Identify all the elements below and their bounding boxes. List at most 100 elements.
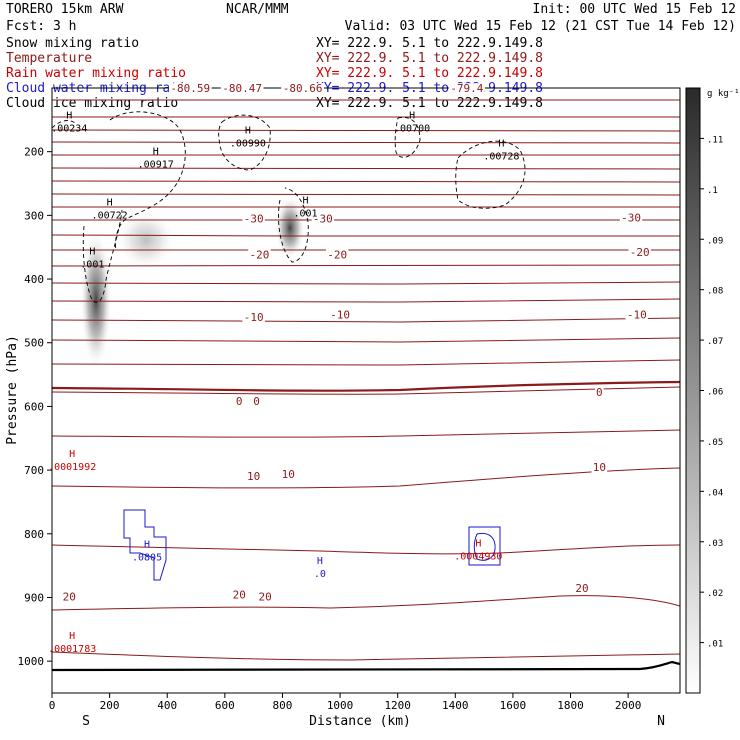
maximum-value: .0001783: [48, 644, 96, 655]
x-tick-label: 800: [273, 699, 293, 712]
y-tick-label: 900: [24, 591, 44, 604]
x-tick-label: 2000: [615, 699, 642, 712]
temperature-label: 0: [253, 395, 260, 408]
maximum-value: .00722: [92, 211, 128, 222]
temperature-labels: -80.59 -80.47 -80.66 -79.4 -30 -30 -30 -20 -20 -2…: [61, 82, 651, 603]
temperature-label: -30: [244, 213, 264, 226]
x-tick-label: 400: [157, 699, 177, 712]
cloud-water-contour: [473, 532, 496, 561]
label-mask: [231, 589, 248, 601]
y-tick-label: 300: [24, 209, 44, 222]
label-mask: [242, 311, 265, 323]
colorbar-ticks: .01 .02 .03 .04 .05 .06 .07 .08 .09 .1 .11: [700, 135, 723, 650]
x-axis: 0 200 400 600 800 1000 1200 1400 1600 1800 2000: [49, 693, 642, 712]
valid-time: Valid: 03 UTC Wed 15 Feb 12 (21 CST Tue …: [345, 19, 736, 34]
cloud-water-contour: [123, 509, 167, 581]
temperature-label: 0: [596, 386, 603, 399]
temperature-label: -10: [244, 311, 264, 324]
maximum-value: .00990: [230, 139, 266, 150]
label-mask: [591, 462, 608, 474]
label-mask: [252, 395, 261, 407]
colorbar-tick-label: .02: [707, 589, 723, 599]
label-mask: [628, 246, 651, 258]
y-tick-label: 800: [24, 528, 44, 541]
legend-cloud-ice-xy: XY= 222.9. 5.1 to 222.9.149.8: [316, 96, 543, 111]
isotherm: [52, 141, 680, 144]
isotherm: [52, 429, 680, 438]
temperature-label: 20: [233, 588, 246, 601]
isotherm: [52, 281, 680, 285]
cloud-ice-contour: [278, 187, 309, 263]
legend-temperature: Temperature: [6, 51, 92, 66]
isotherm: [52, 167, 680, 170]
plot-frame: [51, 87, 681, 694]
label-mask: [311, 213, 334, 225]
maximum-value: .001: [293, 209, 317, 220]
y-axis-label: Pressure (hPa): [5, 335, 20, 445]
snow-shading: [80, 230, 112, 370]
colorbar-tick-label: .07: [707, 337, 723, 347]
x-tick-label: 1400: [442, 699, 469, 712]
x-tick-label: 200: [100, 699, 120, 712]
temperature-label: -30: [621, 211, 641, 224]
label-mask: [280, 469, 297, 481]
x-tick-label: 1200: [384, 699, 411, 712]
y-tick-label: 400: [24, 273, 44, 286]
maximum-marker: H: [475, 538, 481, 549]
maximum-marker: H: [317, 556, 323, 567]
isotherm: [52, 234, 680, 237]
x-tick-label: 1000: [327, 699, 354, 712]
colorbar-tick-label: .09: [707, 236, 723, 246]
temperature-label: -79.4: [450, 82, 483, 95]
temperature-label: 10: [247, 470, 260, 483]
label-mask: [619, 212, 643, 224]
isotherm: [52, 359, 680, 366]
label-mask: [281, 83, 325, 95]
maximum-value: .00917: [138, 160, 174, 171]
y-axis: 200 300 400 500 600 700 800 900 1000: [18, 146, 52, 668]
maximum-marker: H: [245, 126, 251, 137]
isotherm: [52, 180, 680, 183]
maximum-value: .0001992: [48, 462, 96, 473]
maximum-value: .00728: [483, 151, 519, 162]
x-tick-label: 1800: [557, 699, 584, 712]
temperature-label: -10: [627, 308, 647, 321]
model-title: TORERO 15km ARW: [6, 2, 124, 17]
cloud-water-contour: [468, 526, 501, 566]
temperature-label: -10: [330, 308, 350, 321]
label-mask: [594, 386, 604, 398]
label-mask: [257, 591, 273, 603]
temperature-label: -20: [327, 248, 347, 261]
cloud-ice-contour: [218, 114, 271, 171]
maximum-marker: H: [107, 198, 113, 209]
maximum-marker: H: [302, 196, 308, 207]
legend-snow-xy: XY= 222.9. 5.1 to 222.9.149.8: [316, 36, 543, 51]
x-tick-label: 0: [49, 699, 56, 712]
temperature-label: -80.47: [222, 82, 262, 95]
y-tick-label: 600: [24, 400, 44, 413]
cloud-ice-contour: [394, 116, 421, 158]
legend-snow: Snow mixing ratio: [6, 36, 139, 51]
x-tick-label: 1600: [500, 699, 527, 712]
label-mask: [242, 213, 265, 225]
cloud-water-contours: [123, 509, 501, 581]
forecast-hour: Fcst: 3 h: [6, 19, 76, 34]
maximum-marker: H: [66, 110, 72, 121]
maximum-marker: H: [409, 110, 415, 121]
temperature-label: 20: [63, 590, 76, 603]
label-mask: [325, 249, 349, 261]
cloud-ice-contour: [52, 120, 77, 129]
colorbar: [685, 87, 701, 694]
legend-temperature-xy: XY= 222.9. 5.1 to 222.9.149.8: [316, 51, 543, 66]
label-mask: [328, 309, 352, 321]
y-tick-label: 500: [24, 337, 44, 350]
maximum-marker: H: [153, 147, 159, 158]
isotherm: [52, 467, 680, 489]
plot-area: [52, 99, 680, 672]
colorbar-tick-label: .03: [707, 539, 723, 549]
colorbar-tick-label: .06: [707, 388, 723, 398]
label-mask: [625, 309, 648, 321]
y-tick-label: 200: [24, 146, 44, 159]
colorbar-tick-label: .1: [707, 186, 718, 196]
colorbar-tick-label: .04: [707, 488, 723, 498]
